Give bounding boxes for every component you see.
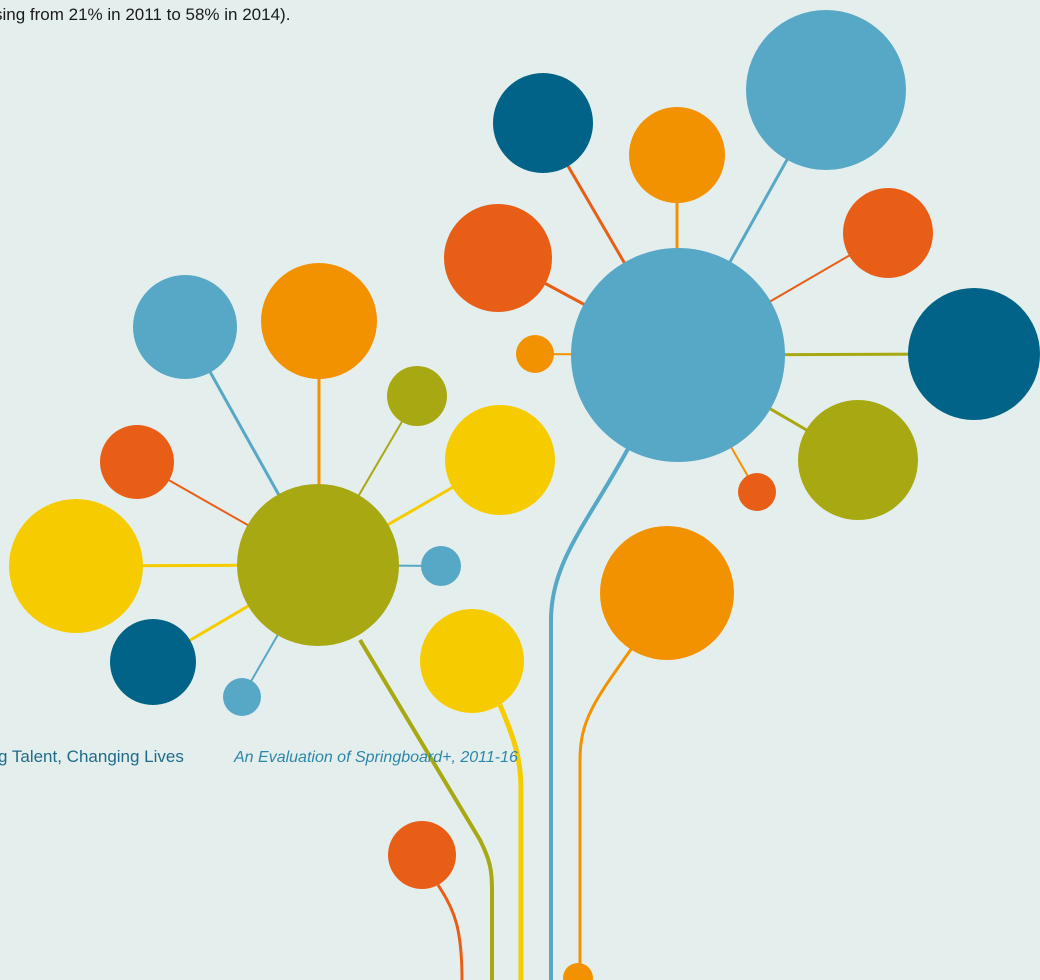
- circle: [110, 619, 196, 705]
- circle: [387, 366, 447, 426]
- circle: [100, 425, 174, 499]
- circle: [9, 499, 143, 633]
- circle: [600, 526, 734, 660]
- stem: [497, 704, 524, 980]
- branches: [75, 89, 975, 698]
- circle: [420, 609, 524, 713]
- stem: [578, 647, 634, 975]
- stem: [436, 884, 464, 980]
- footer-subtitle: An Evaluation of Springboard+, 2011-16: [233, 749, 518, 766]
- stem: [549, 444, 632, 980]
- circle: [746, 10, 906, 170]
- body-text: sing from 21% in 2011 to 58% in 2014).: [0, 5, 290, 24]
- circle: [445, 405, 555, 515]
- circle: [798, 400, 918, 520]
- stem: [358, 638, 494, 980]
- illustration: [9, 10, 1040, 980]
- circle: [563, 963, 593, 980]
- circle: [421, 546, 461, 586]
- circle: [133, 275, 237, 379]
- circle: [843, 188, 933, 278]
- circle: [388, 821, 456, 889]
- circle: [908, 288, 1040, 420]
- circle: [261, 263, 377, 379]
- circle: [493, 73, 593, 173]
- circle: [629, 107, 725, 203]
- circle: [571, 248, 785, 462]
- circle: [237, 484, 399, 646]
- circle: [738, 473, 776, 511]
- circles: [9, 10, 1040, 980]
- circle: [223, 678, 261, 716]
- circle: [516, 335, 554, 373]
- circle: [444, 204, 552, 312]
- footer-title: g Talent, Changing Lives: [0, 747, 184, 766]
